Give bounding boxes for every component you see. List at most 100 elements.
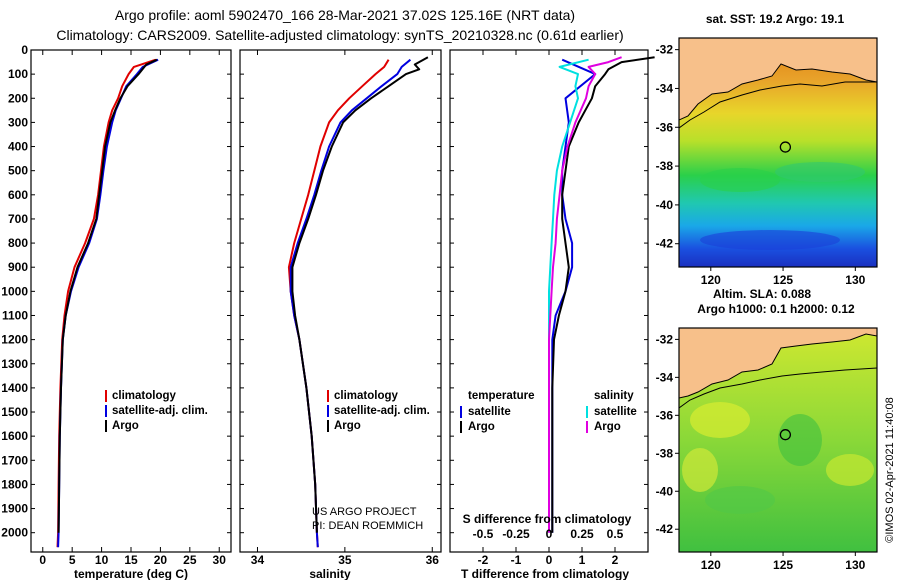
temperature-xlabel: temperature (deg C) — [74, 567, 188, 580]
difference-legend-salinity: salinity satellite Argo — [586, 390, 637, 433]
sst-map-frame — [678, 37, 878, 268]
difference-xlabel2: S difference from climatology — [463, 512, 632, 526]
x-tick-label: 20 — [154, 553, 168, 567]
legend-label-satellite: satellite-adj. clim. — [334, 405, 430, 417]
x-tick-label: 0 — [39, 553, 46, 567]
sla-map: 120 125 130 -32 -34 -36 -38 -40 -42 — [656, 327, 878, 572]
lat-tick-label: -38 — [656, 446, 674, 460]
x-tick-label: 5 — [69, 553, 76, 567]
sst-eddy — [775, 162, 865, 182]
legend-label-s-argo: Argo — [594, 421, 621, 433]
series-line-climatology — [56, 58, 157, 548]
lon-tick-label: 120 — [701, 558, 721, 572]
profile-position-marker — [779, 141, 792, 153]
lat-tick-label: -42 — [656, 237, 674, 251]
legend-label-climatology: climatology — [334, 390, 399, 402]
project-annotation: US ARGO PROJECT — [312, 506, 417, 518]
sla-map-subtitle: Argo h1000: 0.1 h2000: 0.12 — [697, 302, 855, 316]
lat-tick-label: -34 — [656, 81, 674, 95]
depth-tick-label: 400 — [8, 140, 28, 154]
depth-tick-label: 900 — [8, 260, 28, 274]
x2-tick-label: 0.5 — [607, 527, 624, 541]
x2-tick-label: 0 — [546, 527, 553, 541]
depth-tick-label: 1200 — [1, 333, 28, 347]
depth-tick-label: 700 — [8, 212, 28, 226]
profile-position-marker — [779, 429, 792, 441]
series-line-satellite-adj-clim- — [289, 58, 412, 548]
depth-tick-label: 1700 — [1, 453, 28, 467]
salinity-x-axis: 34 35 36 — [251, 50, 439, 567]
difference-xlabel: T difference from climatology — [461, 567, 629, 580]
depth-tick-label: 300 — [8, 115, 28, 129]
x-tick-label: 30 — [213, 553, 227, 567]
sla-land — [679, 328, 877, 399]
sla-blob — [778, 414, 822, 466]
sst-map-title: sat. SST: 19.2 Argo: 19.1 — [706, 12, 845, 26]
series-line-t-satellite — [551, 58, 597, 533]
x-tick-label: 15 — [124, 553, 138, 567]
legend-label-t-satellite: satellite — [468, 406, 511, 418]
depth-tick-label: 1300 — [1, 357, 28, 371]
temperature-panel-frame — [30, 49, 232, 553]
x-tick-label: 2 — [612, 553, 619, 567]
temperature-x-axis: 0 5 10 15 20 25 30 — [39, 50, 226, 567]
sla-map-frame — [678, 327, 878, 553]
x-tick-label: -2 — [478, 553, 489, 567]
depth-tick-label: 1900 — [1, 502, 28, 516]
x-tick-label: 36 — [426, 553, 440, 567]
difference-legend-temperature: temperature satellite Argo — [460, 390, 534, 433]
salinity-legend: climatology satellite-adj. clim. Argo — [327, 390, 430, 432]
depth-tick-label: 800 — [8, 236, 28, 250]
sst-shelf-contour — [679, 81, 877, 129]
difference-series — [548, 56, 655, 533]
depth-tick-label: 600 — [8, 188, 28, 202]
sst-eddy — [700, 168, 780, 192]
legend-label-s-satellite: satellite — [594, 406, 637, 418]
sst-map: 120 125 130 -32 -34 -36 -38 -40 -42 — [656, 37, 878, 287]
salinity-xlabel: salinity — [309, 567, 351, 580]
temperature-legend: climatology satellite-adj. clim. Argo — [105, 390, 208, 432]
lat-tick-label: -42 — [656, 522, 674, 536]
lat-tick-label: -38 — [656, 159, 674, 173]
salinity-series — [287, 56, 429, 548]
temperature-series — [56, 58, 159, 548]
depth-tick-label: 500 — [8, 164, 28, 178]
x-tick-label: 35 — [338, 553, 352, 567]
depth-tick-label: 0 — [21, 43, 28, 57]
x2-tick-label: -0.25 — [502, 527, 530, 541]
depth-tick-label: 200 — [8, 91, 28, 105]
sst-map-axes: 120 125 130 -32 -34 -36 -38 -40 -42 — [656, 43, 866, 287]
x2-tick-label: 0.25 — [570, 527, 594, 541]
sst-land — [679, 38, 877, 121]
depth-tick-label: 1500 — [1, 405, 28, 419]
lat-tick-label: -40 — [656, 198, 674, 212]
lat-tick-label: -32 — [656, 43, 674, 57]
sst-cold-band — [700, 230, 840, 250]
series-line-s-satellite — [548, 58, 589, 533]
depth-tick-label: 100 — [8, 67, 28, 81]
sla-map-axes: 120 125 130 -32 -34 -36 -38 -40 -42 — [656, 332, 866, 572]
depth-tick-label: 1100 — [2, 308, 28, 322]
lat-tick-label: -36 — [656, 408, 674, 422]
x-tick-label: 25 — [183, 553, 197, 567]
sla-shelf-contour — [679, 367, 877, 409]
lat-tick-label: -40 — [656, 484, 674, 498]
x-tick-label: 34 — [251, 553, 265, 567]
x-tick-label: 0 — [546, 553, 553, 567]
legend-title-temperature: temperature — [468, 390, 534, 402]
legend-label-argo: Argo — [334, 420, 361, 432]
lon-tick-label: 130 — [845, 273, 865, 287]
x-tick-label: -1 — [511, 553, 522, 567]
x-tick-label: 10 — [95, 553, 109, 567]
legend-title-salinity: salinity — [594, 390, 634, 402]
lon-tick-label: 130 — [845, 558, 865, 572]
sla-blob — [682, 448, 718, 492]
x2-tick-label: -0.5 — [473, 527, 494, 541]
sla-blob — [690, 402, 750, 438]
series-line-argo — [291, 56, 429, 533]
lat-tick-label: -32 — [656, 332, 674, 346]
sla-map-title: Altim. SLA: 0.088 — [713, 287, 811, 301]
series-line-argo — [57, 58, 158, 533]
lon-tick-label: 125 — [773, 273, 793, 287]
